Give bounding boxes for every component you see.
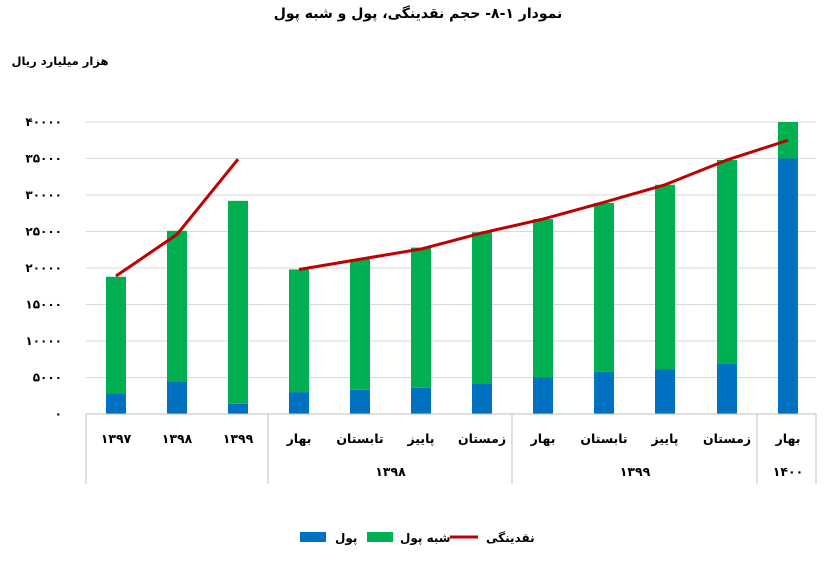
bar-quasi-money [167, 230, 187, 382]
bar-money [655, 369, 675, 414]
y-tick-label: ۱۵۰۰۰ [25, 298, 62, 312]
bar-money [411, 387, 431, 414]
bar-quasi-money [655, 184, 675, 370]
x-tick-label: ۱۳۹۸ [162, 431, 193, 446]
legend: پول شبه پول نقدینگی [300, 531, 535, 546]
y-tick-label: ۳۵۰۰۰ [25, 152, 62, 166]
bar-money [228, 403, 248, 414]
x-group-label: ۱۳۹۹ [620, 464, 651, 479]
bar-money [106, 393, 126, 414]
x-axis: ۱۳۹۷ ۱۳۹۸ ۱۳۹۹ بهار تابستان پاییز زمستان بهار تا… [85, 413, 817, 484]
y-tick-label: ۲۵۰۰۰ [25, 225, 62, 239]
y-tick-label: ۵۰۰۰ [33, 371, 62, 385]
bar-quasi-money [717, 159, 737, 364]
x-group-label: ۱۳۹۸ [375, 464, 406, 479]
y-tick-label: ۳۰۰۰۰ [25, 188, 62, 202]
bar-money [594, 371, 614, 414]
gridlines [86, 121, 816, 378]
bar-quasi-money [472, 232, 492, 384]
y-tick-label: ۴۰۰۰۰ [25, 115, 62, 129]
bar-quasi-money [106, 276, 126, 394]
y-axis-label: هزار میلیارد ریال [12, 54, 109, 68]
x-tick-label: پاییز [651, 431, 679, 446]
x-tick-label: زمستان [703, 431, 751, 446]
liquidity-series-line [298, 138, 789, 271]
x-tick-label: پاییز [407, 431, 435, 446]
x-tick-label: تابستان [580, 431, 627, 446]
legend-swatch-quasi-money [367, 532, 393, 542]
y-tick-label: ۲۰۰۰۰ [25, 261, 62, 275]
x-tick-label: تابستان [336, 431, 383, 446]
liquidity-series-line [115, 158, 240, 278]
bar-money [472, 383, 492, 414]
bar-quasi-money [533, 219, 553, 378]
liquidity-line [115, 138, 789, 278]
bar-money [778, 158, 798, 414]
y-tick-label: ۰ [55, 407, 62, 421]
x-tick-label: ۱۳۹۹ [223, 431, 254, 446]
x-tick-label: ۱۳۹۷ [101, 431, 132, 446]
bar-quasi-money [411, 247, 431, 388]
bars [106, 122, 798, 414]
legend-label-money: پول [335, 531, 357, 546]
x-tick-label: بهار [530, 431, 556, 446]
bar-money [350, 389, 370, 414]
bar-quasi-money [228, 200, 248, 404]
chart-title: نمودار ۱-۸- حجم نقدینگی، پول و شبه پول [274, 5, 563, 22]
x-tick-label: بهار [286, 431, 312, 446]
legend-swatch-money [300, 532, 326, 542]
bar-money [167, 381, 187, 414]
bar-quasi-money [594, 203, 614, 372]
bar-money [717, 363, 737, 414]
bar-quasi-money [289, 269, 309, 393]
legend-label-quasi-money: شبه پول [400, 531, 451, 546]
x-group-label: ۱۴۰۰ [773, 464, 804, 479]
bar-money [533, 377, 553, 414]
x-tick-label: زمستان [458, 431, 506, 446]
x-tick-label: بهار [775, 431, 801, 446]
bar-money [289, 392, 309, 414]
legend-label-liquidity: نقدینگی [486, 531, 535, 545]
y-tick-label: ۱۰۰۰۰ [25, 334, 62, 348]
bar-quasi-money [350, 259, 370, 390]
y-axis-ticks: ۰ ۵۰۰۰ ۱۰۰۰۰ ۱۵۰۰۰ ۲۰۰۰۰ ۲۵۰۰۰ ۳۰۰۰۰ ۳۵۰۰۰ ۴۰۰۰۰ [25, 115, 62, 421]
